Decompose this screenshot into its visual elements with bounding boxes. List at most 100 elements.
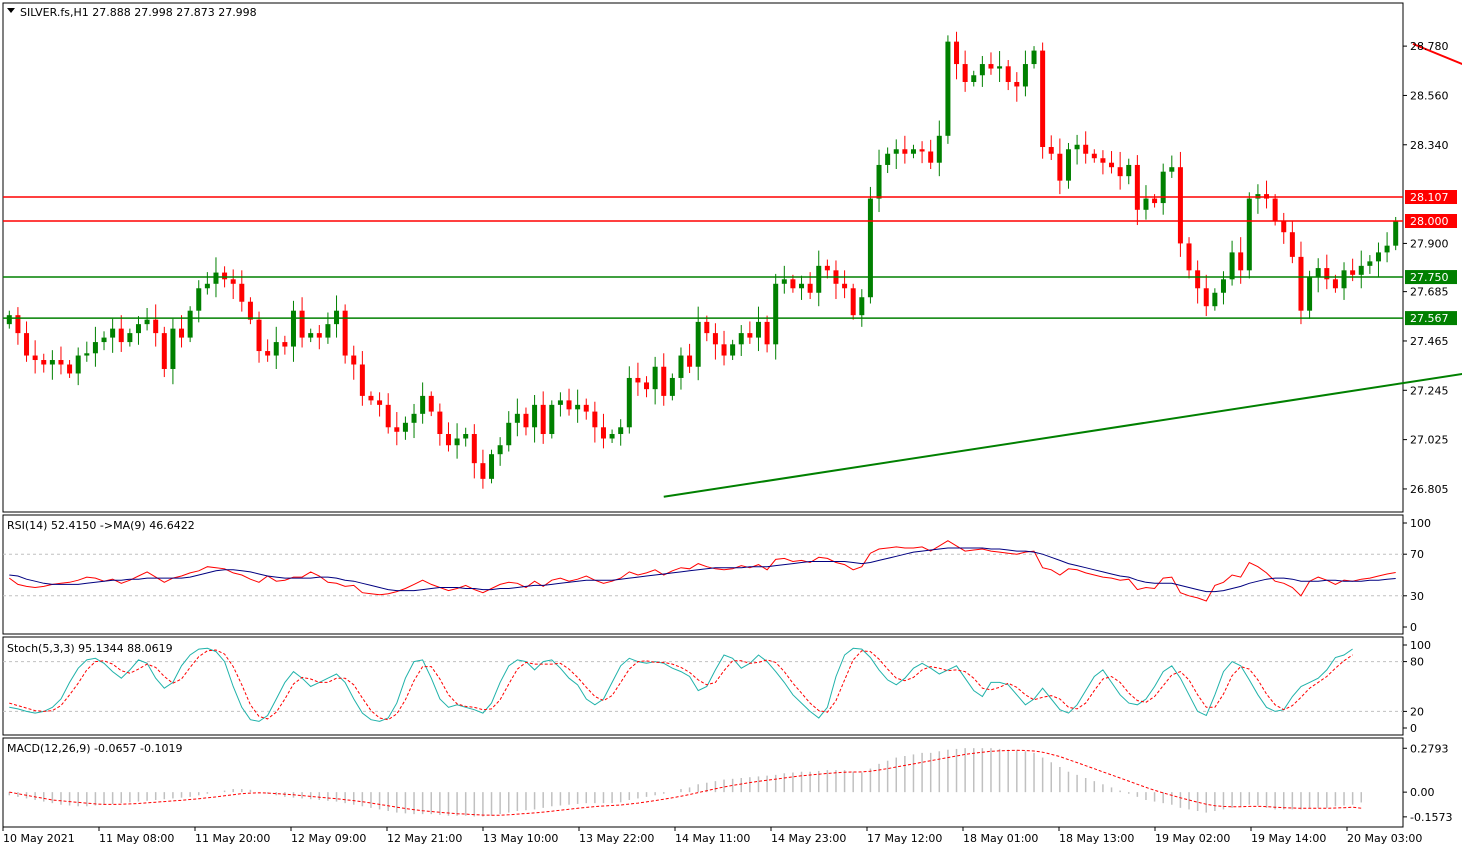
level-label: 27.567: [1410, 312, 1449, 325]
candle-body: [437, 411, 443, 435]
candle-body: [1289, 232, 1295, 257]
y-tick-label: 100: [1410, 517, 1431, 530]
candle-body: [1203, 288, 1209, 307]
rsi-panel[interactable]: [2, 514, 1404, 635]
candle-body: [885, 153, 891, 165]
candle-body: [721, 344, 727, 356]
y-tick-label: 27.465: [1410, 335, 1449, 348]
rsi-series: [3, 540, 1403, 602]
macd-label: MACD(12,26,9) -0.0657 -0.1019: [7, 742, 182, 755]
candle-body: [954, 41, 960, 65]
y-tick-label: 0.2793: [1410, 742, 1449, 755]
x-tick-label: 10 May 2021: [3, 832, 75, 845]
candle-body: [687, 355, 693, 367]
candle-body: [127, 333, 133, 343]
candle-body: [282, 342, 288, 347]
candle-body: [738, 333, 744, 345]
series-line-0: [9, 540, 1396, 602]
candle-body: [480, 463, 486, 479]
stoch-panel[interactable]: [2, 636, 1404, 736]
y-tick-label: 27.245: [1410, 384, 1449, 397]
symbol-title: SILVER.fs,H1 27.888 27.998 27.873 27.998: [20, 6, 257, 19]
candle-body: [1048, 147, 1054, 154]
candle-body: [1134, 164, 1140, 210]
candle-body: [704, 321, 710, 334]
candle-body: [816, 265, 822, 293]
candle-body: [359, 364, 365, 396]
candle-body: [1229, 252, 1235, 280]
candle-body: [1281, 221, 1287, 233]
candle-body: [420, 395, 426, 414]
candle-body: [256, 319, 262, 352]
candle-body: [49, 360, 55, 365]
x-tick-label: 17 May 12:00: [867, 832, 942, 845]
candle-body: [445, 434, 451, 446]
x-tick-label: 19 May 14:00: [1251, 832, 1326, 845]
candle-body: [1040, 50, 1046, 148]
level-label: 27.750: [1410, 271, 1449, 284]
candle-body: [290, 310, 296, 347]
candle-body: [135, 324, 141, 334]
candle-body: [1315, 268, 1321, 278]
price-panel[interactable]: [2, 2, 1404, 513]
candle-body: [325, 324, 331, 338]
candle-body: [1065, 149, 1071, 181]
candle-body: [583, 404, 589, 412]
x-tick-label: 13 May 10:00: [483, 832, 558, 845]
macd-panel[interactable]: [2, 737, 1404, 828]
candle-body: [1350, 270, 1356, 275]
x-tick-label: 19 May 02:00: [1155, 832, 1230, 845]
candle-body: [936, 135, 942, 163]
y-tick-label: 0: [1410, 621, 1417, 634]
y-tick-label: -0.1573: [1410, 811, 1452, 824]
x-tick-label: 18 May 01:00: [963, 832, 1038, 845]
candle-body: [58, 360, 64, 365]
candle-body: [1057, 153, 1063, 181]
candle-body: [566, 400, 572, 410]
y-tick-label: 27.025: [1410, 434, 1449, 447]
candle-body: [790, 279, 796, 289]
candle-body: [351, 355, 357, 365]
candle-body: [6, 315, 12, 325]
candle-body: [575, 404, 581, 410]
candle-body: [1186, 243, 1192, 271]
candle-body: [1005, 66, 1011, 82]
y-tick-label: 20: [1410, 705, 1424, 718]
candle-body: [850, 288, 856, 316]
candle-body: [669, 377, 675, 396]
candle-body: [1238, 252, 1244, 271]
candle-body: [239, 283, 245, 302]
y-tick-label: 0: [1410, 722, 1417, 735]
y-tick-label: 30: [1410, 590, 1424, 603]
candle-body: [1220, 279, 1226, 293]
stoch-series: [3, 647, 1403, 722]
candle-body: [979, 64, 985, 76]
candle-body: [962, 64, 968, 82]
series-line-1: [9, 547, 1396, 593]
candle-body: [170, 328, 176, 369]
candle-body: [402, 422, 408, 432]
candle-body: [876, 164, 882, 199]
candle-body: [1195, 270, 1201, 289]
candle-body: [222, 272, 228, 280]
candle-body: [506, 422, 512, 446]
candle-body: [497, 445, 503, 455]
candle-body: [1332, 279, 1338, 289]
level-label-box: [1405, 311, 1457, 326]
candle-body: [247, 301, 253, 320]
candle-body: [1272, 198, 1278, 222]
candle-body: [463, 434, 469, 439]
candle-body: [600, 427, 606, 439]
y-tick-label: 27.685: [1410, 286, 1449, 299]
candle-body: [781, 279, 787, 284]
candle-body: [1375, 252, 1381, 262]
candle-body: [1143, 198, 1149, 210]
candle-body: [945, 41, 951, 136]
candle-body: [213, 272, 219, 284]
candle-body: [144, 319, 150, 325]
dropdown-triangle-icon[interactable]: [7, 8, 15, 13]
candle-body: [1126, 164, 1132, 177]
candle-body: [1031, 50, 1037, 65]
level-label: 28.107: [1410, 191, 1449, 204]
